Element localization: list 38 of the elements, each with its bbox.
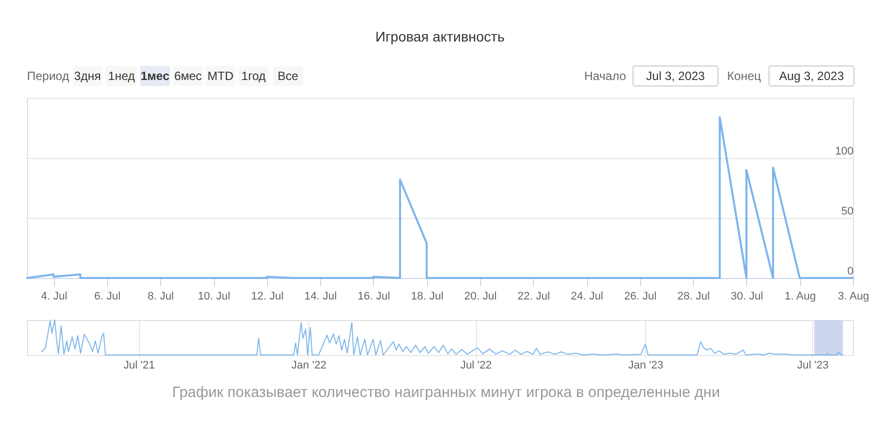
text: Все [278, 69, 299, 83]
x-tick-label: 28. Jul [677, 290, 710, 302]
x-tick-label: 8. Jul [148, 290, 174, 302]
text: MTD [208, 69, 234, 83]
x-tick-label: Jul '23 [797, 360, 829, 372]
text: Конец [727, 69, 762, 83]
text: График показывает количество наигранных минут игрока в определенные дни [172, 384, 720, 401]
text: Начало [584, 69, 626, 83]
text: Aug 3, 2023 [779, 69, 844, 83]
x-tick-label: 22. Jul [518, 290, 550, 302]
text: 1нед [108, 69, 135, 83]
text: 1мес [140, 69, 170, 83]
x-tick-label: 12. Jul [251, 290, 284, 302]
y-tick-label: 100 [835, 146, 854, 158]
x-tick-label: 3. Aug [838, 290, 870, 302]
x-tick-label: 4. Jul [40, 290, 68, 302]
text: 1год [241, 69, 266, 83]
x-tick-label: 16. Jul [358, 290, 390, 302]
x-tick-label: Jan '23 [628, 360, 664, 372]
x-tick-label: Jul '21 [123, 360, 155, 372]
x-tick-label: 26. Jul [624, 290, 657, 302]
x-tick-label: Jan '22 [291, 360, 327, 372]
text: Jul 3, 2023 [646, 69, 706, 83]
x-tick-label: 6. Jul [94, 290, 121, 302]
x-tick-label: 14. Jul [304, 290, 337, 302]
x-tick-label: 20. Jul [464, 290, 497, 302]
y-tick-label: 50 [841, 206, 854, 218]
x-tick-label: 1. Aug [784, 290, 816, 302]
y-tick-label: 0 [847, 266, 854, 278]
x-tick-label: 24. Jul [570, 290, 604, 302]
x-tick-label: 18. Jul [410, 290, 444, 302]
text: 6мес [174, 69, 202, 83]
x-tick-label: Jul '22 [460, 360, 492, 372]
x-tick-label: 10. Jul [198, 290, 230, 302]
x-tick-label: 30. Jul [730, 290, 764, 302]
chart-title: Игровая активность [375, 28, 505, 44]
text: Период [27, 69, 70, 83]
text: 3дня [74, 69, 101, 83]
